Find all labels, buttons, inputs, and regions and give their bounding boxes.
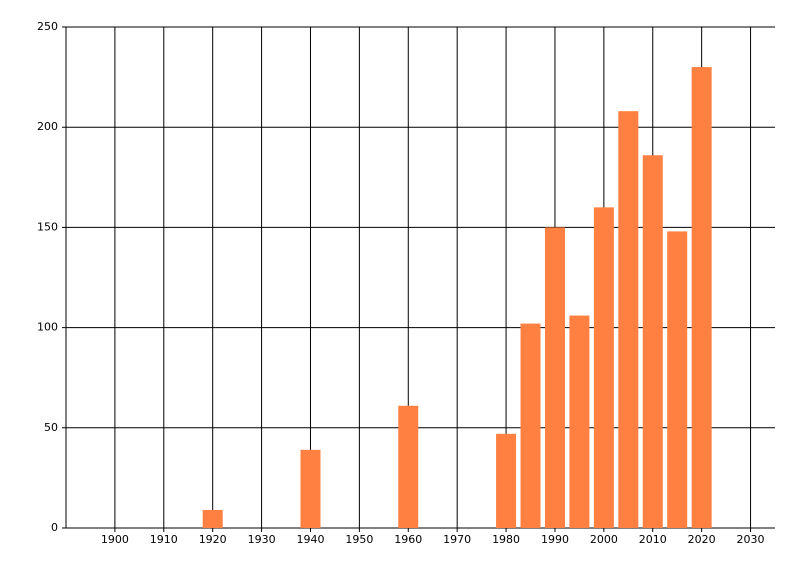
bar xyxy=(300,449,321,528)
x-tick-label: 2030 xyxy=(737,533,765,546)
x-tick-label: 2000 xyxy=(590,533,618,546)
bar xyxy=(667,231,688,528)
x-tick-label: 1990 xyxy=(541,533,569,546)
x-tick-label: 1960 xyxy=(394,533,422,546)
bar xyxy=(496,433,517,528)
bar xyxy=(202,509,223,528)
bar xyxy=(520,323,541,528)
bar xyxy=(593,207,614,529)
y-tick-label: 200 xyxy=(37,120,58,133)
y-tick-label: 50 xyxy=(44,421,58,434)
y-tick-label: 250 xyxy=(37,20,58,33)
y-tick-label: 150 xyxy=(37,220,58,233)
x-tick-label: 1950 xyxy=(345,533,373,546)
x-tick-label: 1970 xyxy=(443,533,471,546)
bar xyxy=(398,405,419,528)
x-tick-label: 1910 xyxy=(150,533,178,546)
bar xyxy=(642,155,663,529)
x-tick-label: 1900 xyxy=(101,533,129,546)
bar xyxy=(691,67,712,528)
x-tick-label: 1920 xyxy=(199,533,227,546)
y-tick-label: 100 xyxy=(37,321,58,334)
x-tick-label: 2020 xyxy=(688,533,716,546)
bar xyxy=(618,111,639,528)
y-tick-label: 0 xyxy=(51,521,58,534)
bar xyxy=(569,315,590,528)
x-tick-label: 1930 xyxy=(248,533,276,546)
x-tick-label: 1980 xyxy=(492,533,520,546)
x-tick-label: 1940 xyxy=(296,533,324,546)
x-tick-label: 2010 xyxy=(639,533,667,546)
bar xyxy=(544,227,565,528)
